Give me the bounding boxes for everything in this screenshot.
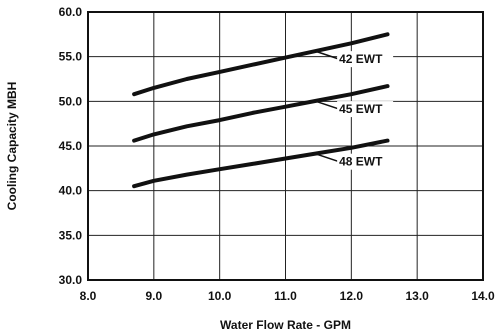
x-tick-label: 11.0 [274,289,297,303]
series-label: 48 EWT [339,155,383,169]
x-tick-label: 12.0 [340,289,364,303]
x-tick-label: 14.0 [471,289,495,303]
y-tick-label: 40.0 [59,184,83,198]
series-label-leader [314,100,340,110]
x-axis-title: Water Flow Rate - GPM [220,318,351,332]
series-label-leader [314,152,340,163]
y-axis-title: Cooling Capacity MBH [5,82,19,211]
series-label-bg [337,51,394,68]
y-tick-label: 55.0 [59,50,83,64]
x-tick-label: 13.0 [405,289,429,303]
plot-frame [87,11,484,281]
series-label: 45 EWT [339,102,383,116]
x-tick-label: 10.0 [208,289,232,303]
series-line-1 [132,84,390,143]
series-label-bg [337,153,394,170]
series-label: 42 EWT [339,52,383,66]
grid [88,12,483,280]
y-tick-label: 45.0 [59,139,83,153]
x-tick-label: 8.0 [80,289,97,303]
series-line-2 [132,138,390,189]
series-lines [132,32,390,189]
tick-labels: 8.0 9.0 10.0 11.0 12.0 13.0 14.0 30.0 35.0 40.0 45… [59,5,495,303]
y-tick-label: 30.0 [59,273,83,287]
series-label-leader [314,50,340,60]
x-tick-label: 9.0 [145,289,162,303]
y-tick-label: 50.0 [59,94,83,108]
series-labels: 42 EWT 45 EWT 48 EWT [314,50,394,170]
series-label-bg [337,101,394,118]
series-line-0 [132,32,390,97]
y-tick-label: 35.0 [59,228,83,242]
y-tick-label: 60.0 [59,5,83,19]
